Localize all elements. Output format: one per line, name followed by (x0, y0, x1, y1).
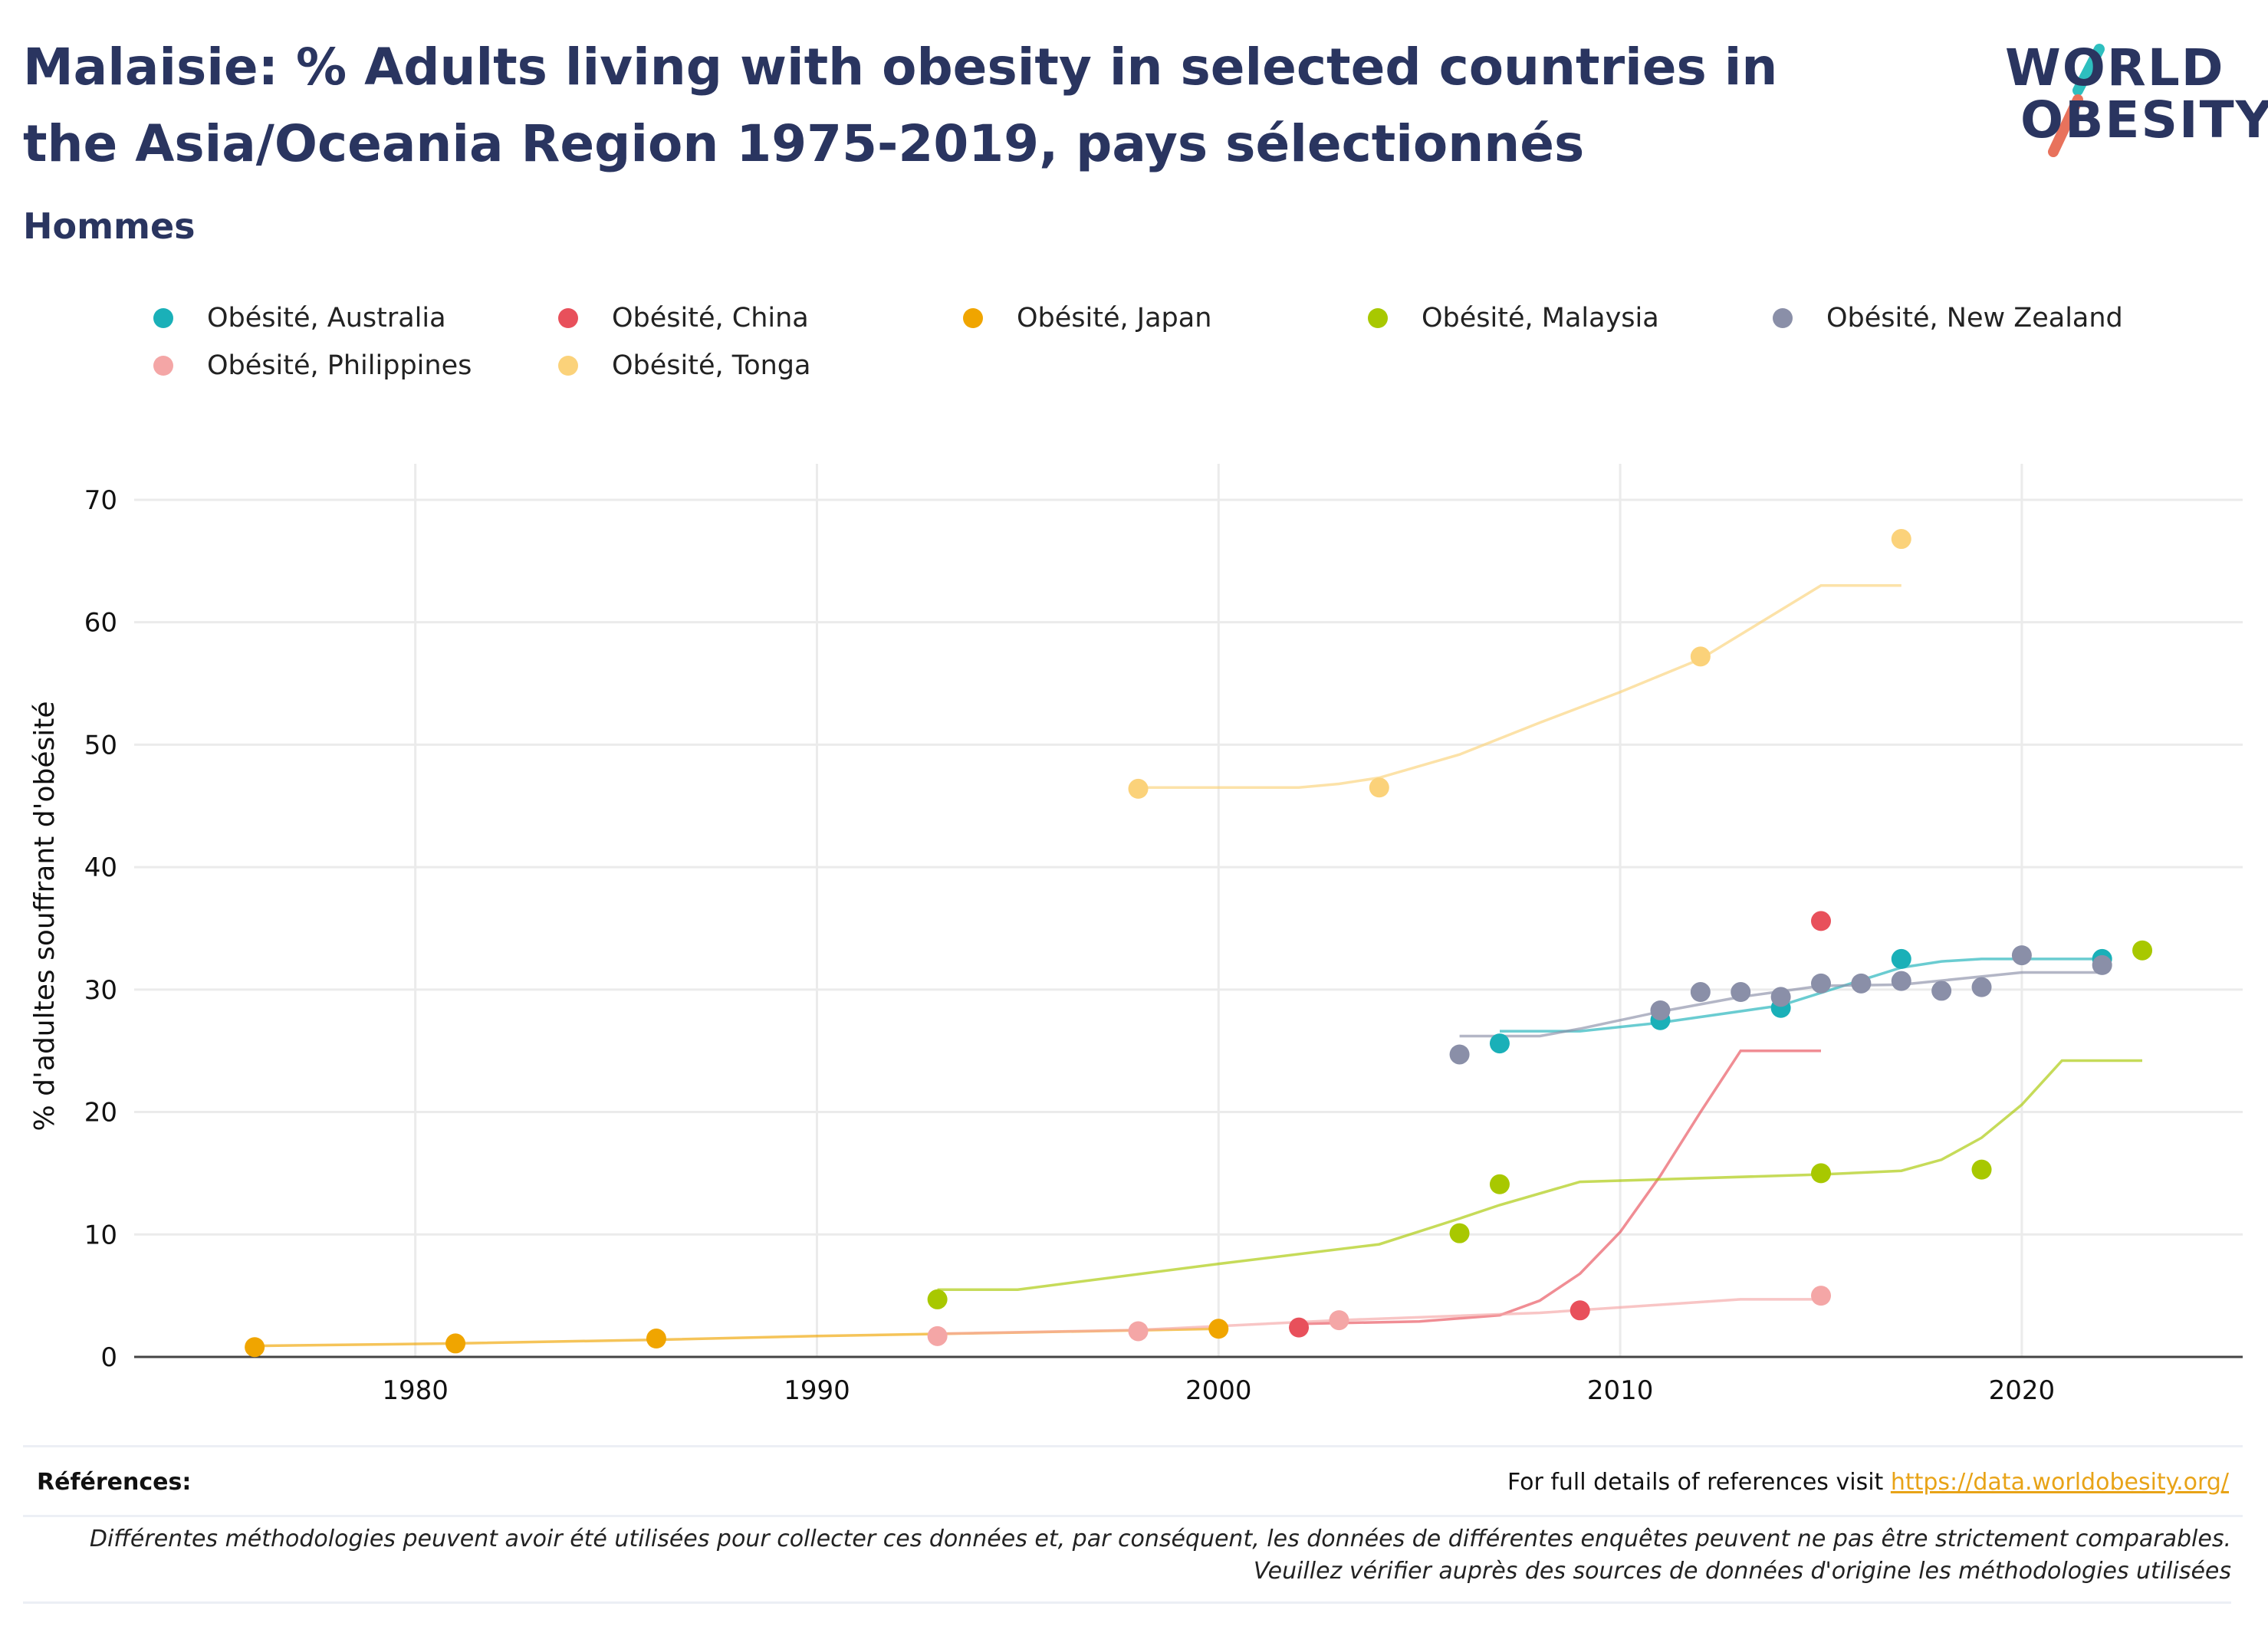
data-point (927, 1289, 948, 1309)
data-point (1931, 981, 1952, 1001)
data-point (927, 1325, 948, 1346)
data-point (1971, 1159, 1992, 1180)
x-tick-label: 2010 (1587, 1375, 1654, 1406)
legend-label: Obésité, Tonga (612, 350, 811, 381)
logo-slash-icon (2048, 44, 2105, 157)
data-point (1449, 1044, 1470, 1065)
data-point (646, 1329, 666, 1349)
legend-item[interactable]: Obésité, Philippines (153, 350, 472, 381)
x-tick-label: 1990 (784, 1375, 850, 1406)
data-point (1891, 529, 1911, 550)
data-point (1770, 987, 1791, 1007)
legend-marker (1368, 308, 1388, 328)
chart-subtitle: Hommes (23, 205, 196, 247)
data-point (1811, 1286, 1831, 1306)
series-trend-line (1298, 1049, 1821, 1325)
legend-marker (153, 356, 173, 376)
data-point (1971, 977, 1992, 997)
chart-title: Malaisie: % Adults living with obesity i… (23, 38, 1778, 173)
data-point (445, 1333, 466, 1354)
y-tick-label: 30 (84, 975, 117, 1006)
legend-item[interactable]: Obésité, China (558, 303, 809, 333)
logo-word-2: OBESITY (2020, 90, 2268, 149)
data-point (1289, 1317, 1310, 1338)
x-tick-label: 1980 (382, 1375, 449, 1406)
data-point (1128, 1321, 1149, 1342)
legend-item[interactable]: Obésité, Tonga (558, 350, 810, 381)
data-point (1690, 982, 1711, 1003)
legend-label: Obésité, Japan (1017, 303, 1212, 333)
logo-word-1: WORLD (2005, 38, 2225, 97)
references-link[interactable]: https://data.worldobesity.org/ (1890, 1469, 2229, 1496)
legend-marker (1773, 308, 1793, 328)
chart-plot: 0 10 20 30 40 50 60 70 1980 1990 2000 2010 2020 % d'a… (29, 464, 2243, 1406)
legend-item[interactable]: Obésité, Malaysia (1368, 303, 1659, 333)
data-point (2132, 940, 2153, 961)
methodology-note: Différentes méthodologies peuvent avoir … (23, 1514, 2231, 1604)
data-point (1731, 982, 1751, 1003)
references-label: Références: (37, 1469, 192, 1496)
legend-item[interactable]: Obésité, Australia (153, 303, 446, 333)
y-tick-label: 10 (84, 1220, 117, 1250)
series-trend-line (937, 1298, 1821, 1335)
y-tick-label: 20 (84, 1098, 117, 1128)
data-point (2092, 954, 2112, 975)
legend-label: Obésité, New Zealand (1826, 303, 2123, 333)
legend-label: Obésité, Philippines (207, 350, 472, 381)
legend-label: Obésité, China (612, 303, 809, 333)
data-point (1811, 973, 1831, 994)
y-tick-label: 50 (84, 730, 117, 760)
data-point (1208, 1319, 1229, 1339)
legend-label: Obésité, Australia (207, 303, 446, 333)
data-point (1811, 1163, 1831, 1184)
y-tick-label: 40 (84, 852, 117, 883)
series-trend-line (937, 1059, 2142, 1291)
data-point (1650, 1000, 1671, 1020)
data-point (1570, 1300, 1590, 1321)
data-point (1690, 646, 1711, 667)
references-text: For full details of references visit htt… (1507, 1469, 2229, 1496)
y-axis-label: % d'adultes souffrant d'obésité (29, 701, 61, 1131)
legend-label: Obésité, Malaysia (1422, 303, 1659, 333)
y-tick-label: 60 (84, 608, 117, 639)
data-point (2011, 945, 2032, 966)
data-point (245, 1337, 265, 1358)
data-point (1369, 777, 1389, 798)
x-tick-label: 2020 (1989, 1375, 2056, 1406)
series-trend-line (1138, 584, 1902, 790)
y-tick-label: 70 (84, 485, 117, 516)
series-trend-line (1500, 958, 2102, 1033)
data-point (1128, 778, 1149, 799)
references-bar: Références: For full details of referenc… (23, 1445, 2243, 1517)
data-point (1449, 1223, 1470, 1243)
legend-item[interactable]: Obésité, New Zealand (1773, 303, 2123, 333)
data-point (1811, 911, 1831, 931)
data-point (1851, 973, 1872, 994)
data-point (1489, 1033, 1510, 1054)
data-point (1891, 948, 1911, 969)
legend-marker (558, 308, 578, 328)
legend-marker (558, 356, 578, 376)
x-tick-label: 2000 (1185, 1375, 1252, 1406)
references-prefix: For full details of references visit (1507, 1469, 1891, 1496)
legend-marker (963, 308, 983, 328)
world-obesity-logo: WORLD OBESITY (1963, 23, 2268, 161)
legend-marker (153, 308, 173, 328)
y-tick-label: 0 (100, 1342, 117, 1373)
legend-item[interactable]: Obésité, Japan (963, 303, 1211, 333)
data-point (1489, 1174, 1510, 1194)
data-point (1891, 971, 1911, 991)
data-point (1329, 1310, 1349, 1331)
